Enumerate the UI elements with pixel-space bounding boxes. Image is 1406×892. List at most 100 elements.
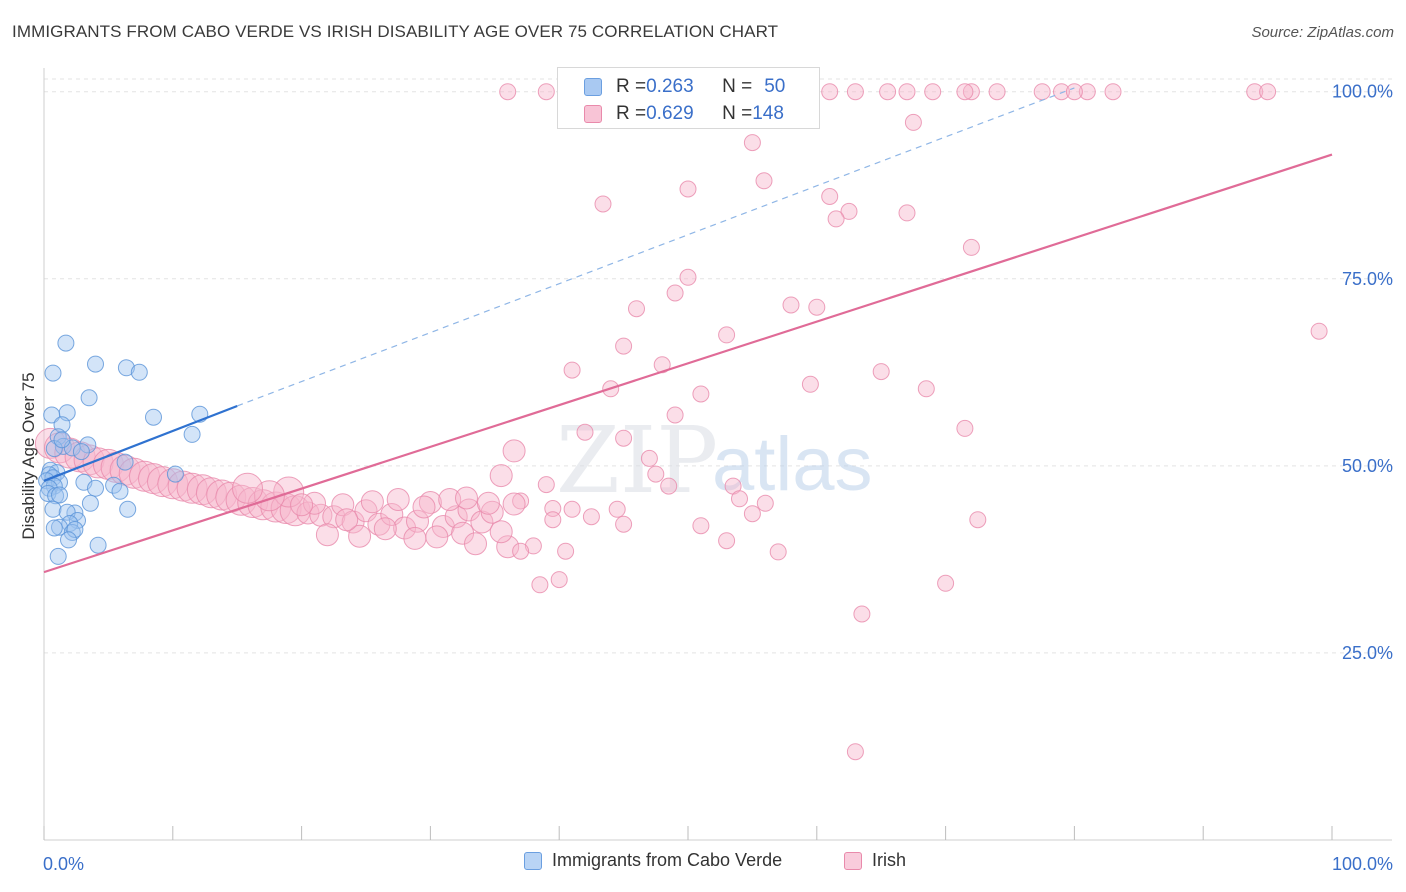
irish-point bbox=[544, 511, 562, 529]
cabo-verde-point bbox=[66, 521, 84, 538]
irish-point bbox=[956, 83, 974, 101]
cabo-verde-point bbox=[117, 359, 135, 377]
legend-row-cabo-verde: R = 0.263 N = 50 bbox=[558, 73, 785, 101]
cabo-verde-point bbox=[53, 431, 71, 449]
cabo-verde-point bbox=[89, 536, 107, 554]
irish-point bbox=[386, 488, 410, 511]
legend-item-cabo-verde[interactable]: Immigrants from Cabo Verde bbox=[524, 850, 782, 871]
x-tick-label-min: 0.0% bbox=[43, 854, 84, 874]
irish-point bbox=[406, 509, 429, 533]
irish-point bbox=[846, 83, 864, 101]
irish-point bbox=[731, 490, 748, 508]
irish-point bbox=[335, 508, 359, 532]
irish-point bbox=[755, 172, 773, 190]
irish-point bbox=[647, 465, 665, 483]
irish-point bbox=[666, 284, 684, 302]
cabo-verde-point bbox=[57, 334, 75, 352]
irish-point bbox=[550, 571, 568, 589]
watermark-zip: ZIP bbox=[556, 407, 718, 514]
irish-point bbox=[827, 210, 845, 228]
irish-point bbox=[743, 505, 761, 523]
irish-point bbox=[557, 542, 575, 560]
irish-point bbox=[679, 268, 697, 286]
x-tick-label-max: 100.0% bbox=[1332, 854, 1393, 874]
irish-point bbox=[692, 385, 710, 403]
irish-point bbox=[988, 83, 1006, 101]
irish-point bbox=[496, 535, 520, 559]
irish-point bbox=[489, 520, 513, 544]
irish-point bbox=[512, 542, 530, 560]
irish-point bbox=[489, 464, 513, 488]
irish-point bbox=[962, 238, 980, 256]
irish-point bbox=[157, 468, 189, 500]
irish-point bbox=[1259, 83, 1277, 101]
y-tick-label: 50.0% bbox=[1342, 456, 1393, 476]
cabo-verde-point bbox=[105, 476, 123, 494]
irish-point bbox=[718, 326, 736, 344]
irish-point bbox=[937, 574, 955, 592]
cabo-verde-trend-extension bbox=[236, 87, 1075, 407]
irish-point bbox=[1078, 83, 1096, 101]
irish-point bbox=[524, 537, 542, 555]
watermark-atlas: atlas bbox=[712, 422, 873, 507]
irish-point bbox=[537, 83, 555, 101]
n-value: 148 bbox=[752, 103, 784, 124]
irish-point bbox=[247, 489, 279, 521]
irish-point bbox=[692, 517, 710, 535]
cabo-verde-point bbox=[116, 453, 134, 471]
y-tick-label: 25.0% bbox=[1342, 643, 1393, 663]
irish-point bbox=[455, 486, 478, 510]
irish-point bbox=[628, 300, 645, 318]
legend-label-irish: Irish bbox=[872, 850, 907, 870]
swatch-blue bbox=[584, 78, 602, 96]
irish-point bbox=[418, 491, 442, 514]
irish-point bbox=[962, 83, 980, 101]
irish-point bbox=[464, 532, 487, 556]
irish-point bbox=[582, 508, 600, 526]
irish-point bbox=[872, 363, 890, 381]
irish-point bbox=[393, 516, 417, 540]
cabo-verde-point bbox=[166, 465, 184, 483]
n-value: 50 bbox=[764, 76, 786, 97]
legend-swatch-blue bbox=[524, 851, 542, 870]
irish-point bbox=[1053, 83, 1070, 101]
irish-point bbox=[367, 512, 391, 536]
irish-point bbox=[1310, 322, 1328, 340]
irish-point bbox=[1246, 83, 1264, 101]
correlation-legend: R = 0.263 N = 50 R = 0.629 N = 148 bbox=[557, 67, 820, 129]
irish-point bbox=[756, 494, 774, 512]
cabo-verde-point bbox=[130, 363, 148, 381]
irish-point bbox=[403, 526, 427, 550]
y-axis-title: Disability Age Over 75 bbox=[19, 372, 38, 539]
cabo-verde-point bbox=[119, 500, 137, 518]
irish-point bbox=[502, 439, 526, 463]
chart-title: IMMIGRANTS FROM CABO VERDE VS IRISH DISA… bbox=[12, 22, 779, 41]
irish-point bbox=[232, 472, 263, 504]
cabo-verde-point bbox=[145, 408, 162, 426]
irish-point bbox=[1065, 83, 1083, 101]
n-label: N = bbox=[722, 76, 753, 97]
irish-point bbox=[470, 510, 494, 534]
irish-point bbox=[840, 202, 858, 220]
legend-label-cabo-verde: Immigrants from Cabo Verde bbox=[552, 850, 783, 870]
irish-point bbox=[118, 457, 150, 489]
irish-point bbox=[315, 523, 339, 547]
irish-point bbox=[615, 337, 633, 355]
irish-point bbox=[743, 134, 761, 152]
swatch-pink bbox=[584, 105, 602, 123]
irish-point bbox=[438, 488, 462, 511]
irish-point bbox=[898, 83, 916, 101]
cabo-verde-point bbox=[60, 531, 77, 549]
irish-point bbox=[253, 480, 285, 512]
cabo-verde-point bbox=[44, 500, 62, 518]
legend-item-irish[interactable]: Irish bbox=[844, 850, 906, 871]
irish-point bbox=[846, 743, 864, 761]
irish-point bbox=[666, 406, 684, 424]
legend-swatch-pink bbox=[844, 851, 862, 870]
irish-point bbox=[476, 491, 500, 515]
irish-point bbox=[303, 491, 326, 515]
irish-point bbox=[782, 296, 800, 314]
irish-point bbox=[537, 476, 555, 494]
irish-point bbox=[348, 524, 372, 548]
